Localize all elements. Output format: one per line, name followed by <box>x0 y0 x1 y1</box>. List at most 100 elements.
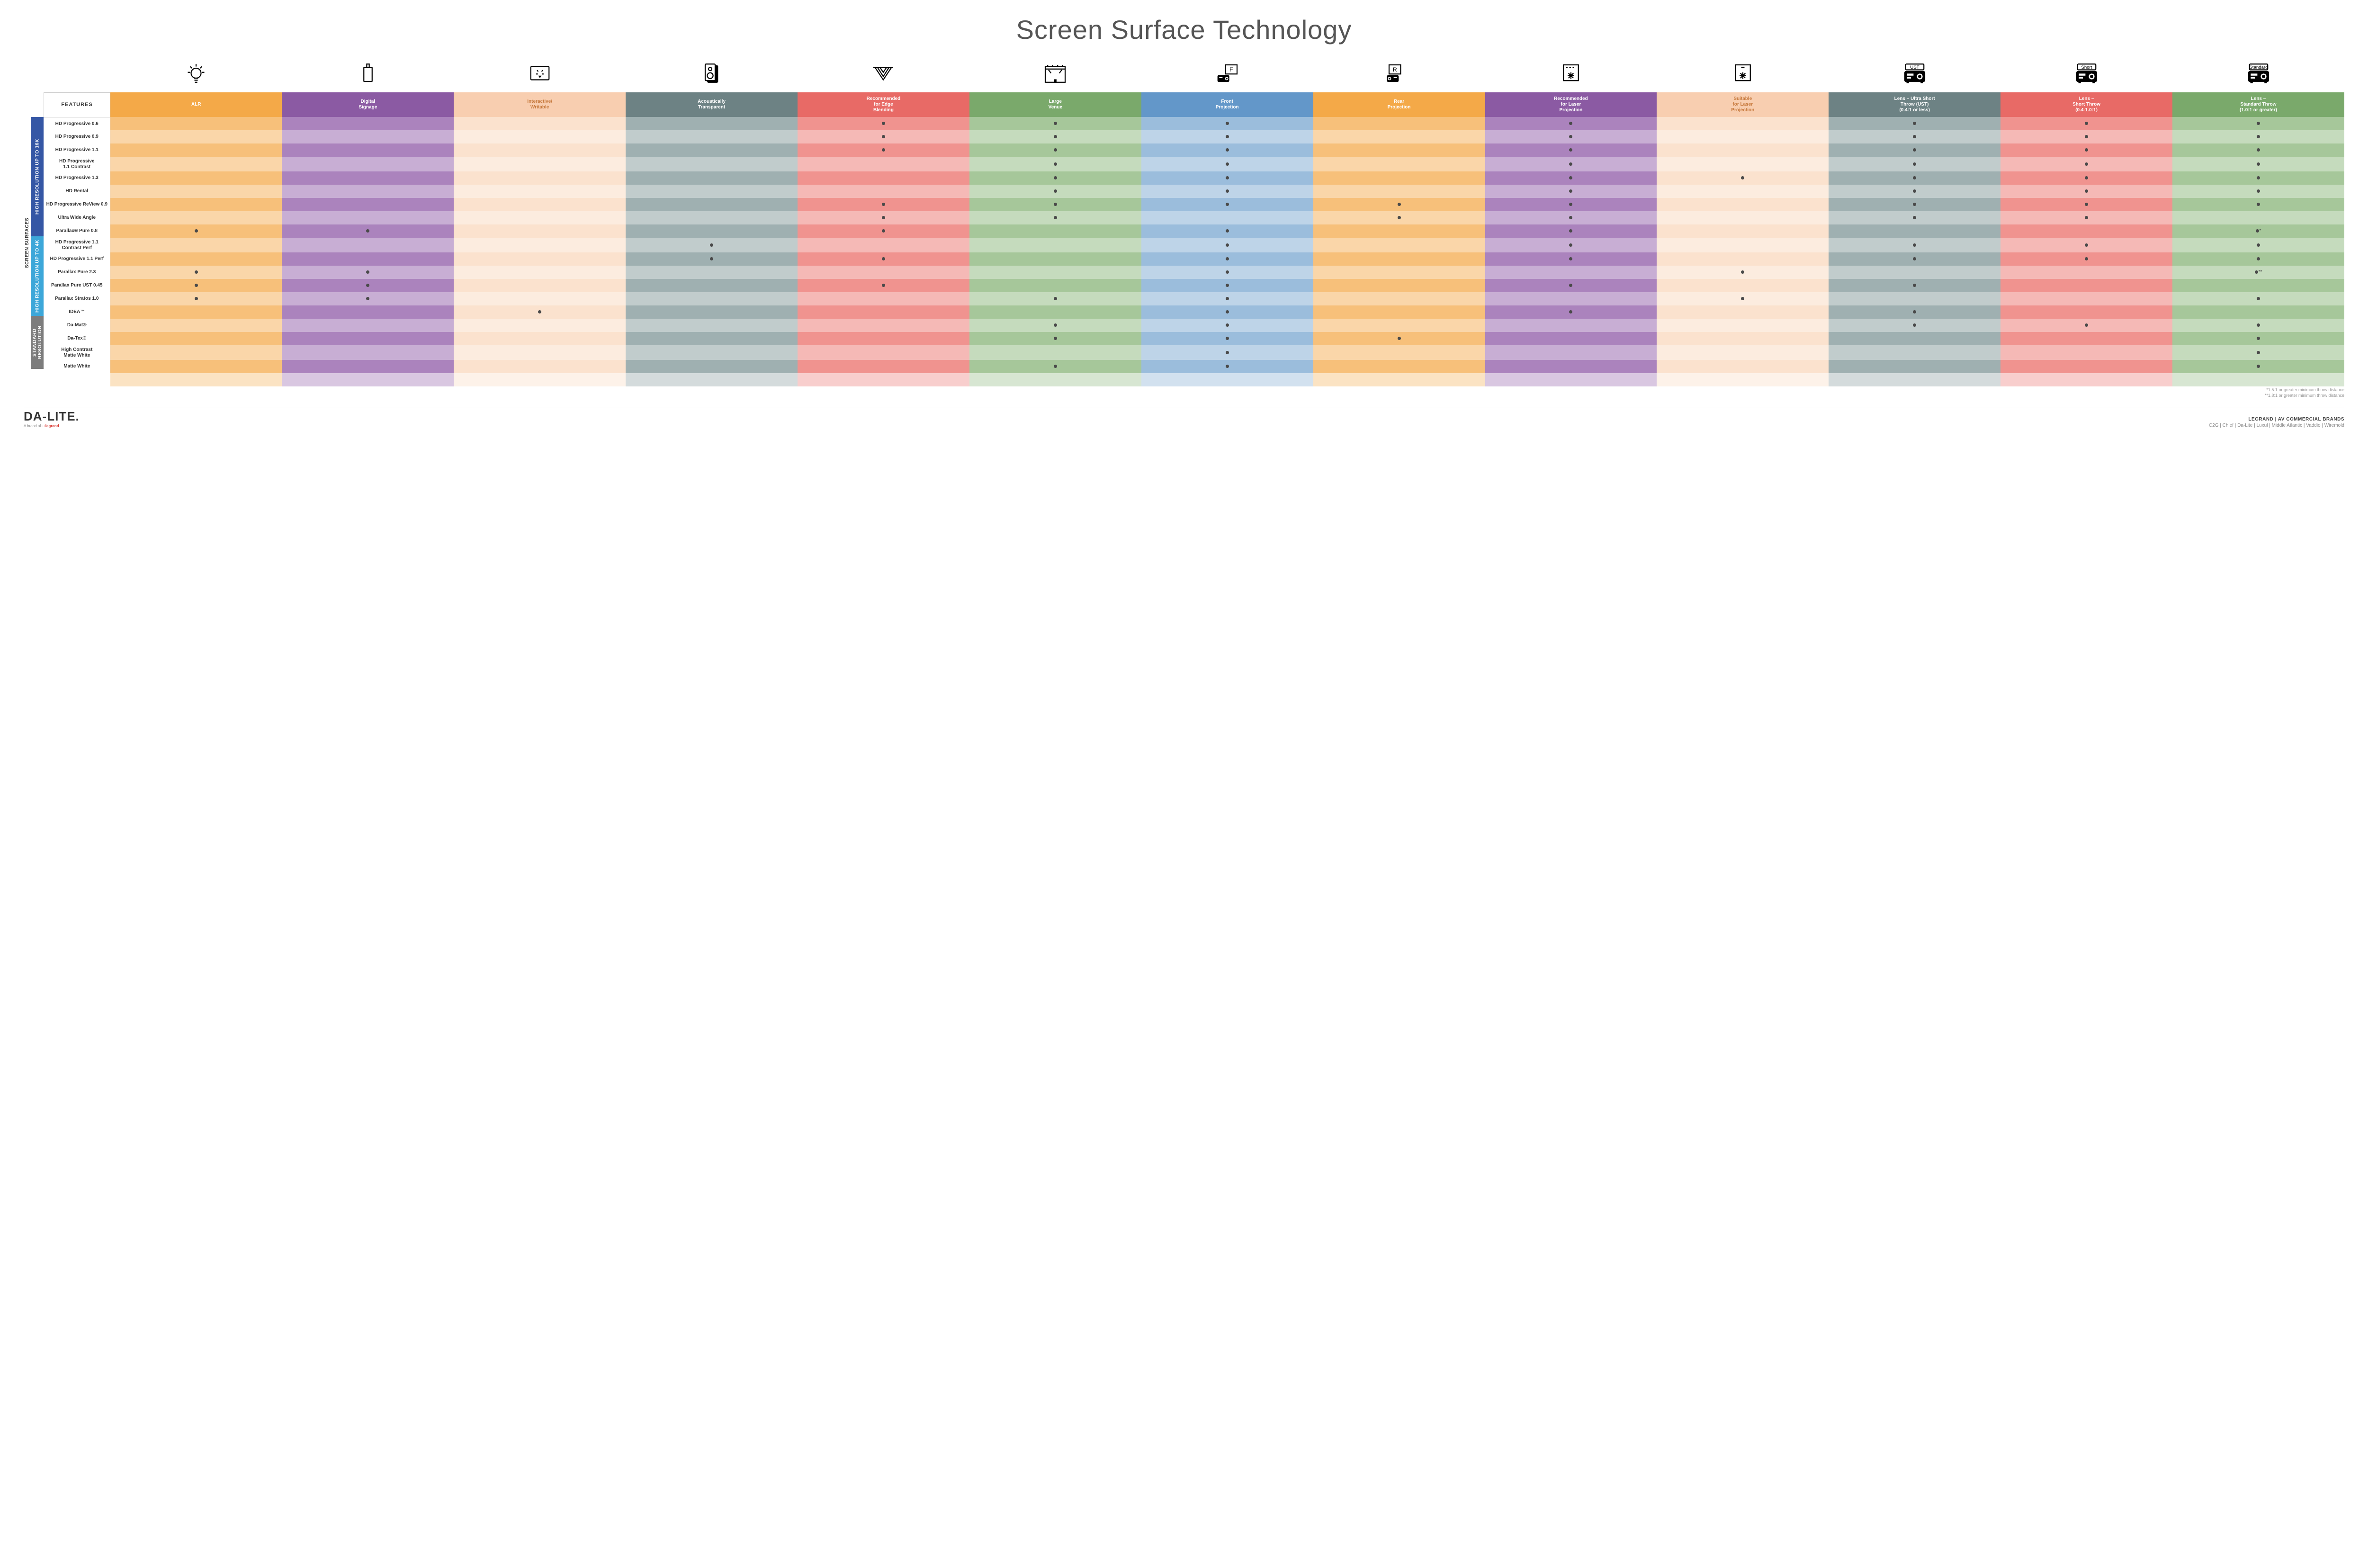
cell-rear <box>1313 198 1485 211</box>
cell-short <box>2000 266 2172 279</box>
cell-signage <box>282 345 454 360</box>
cell-acoustic <box>626 238 798 252</box>
cell-ust <box>1829 157 2000 171</box>
cell-edge <box>798 319 969 332</box>
cell-std <box>2172 171 2344 185</box>
cell-rear <box>1313 224 1485 238</box>
cell-edge <box>798 279 969 292</box>
side-label: SCREEN SURFACES <box>24 117 31 369</box>
cell-suit_laser <box>1657 143 1829 157</box>
cell-suit_laser <box>1657 252 1829 266</box>
cell-ust <box>1829 279 2000 292</box>
cell-suit_laser <box>1657 266 1829 279</box>
cell-edge <box>798 345 969 360</box>
cell-rec_laser <box>1485 211 1657 224</box>
cell-alr <box>110 130 282 143</box>
cell-signage <box>282 171 454 185</box>
cell-rear <box>1313 130 1485 143</box>
cell-alr <box>110 345 282 360</box>
cell-venue <box>969 198 1141 211</box>
cell-venue <box>969 332 1141 345</box>
cell-venue <box>969 266 1141 279</box>
cell-rec_laser <box>1485 252 1657 266</box>
brand-subtext: A brand of □ legrand <box>24 424 80 428</box>
cell-front <box>1141 143 1313 157</box>
venue-icon <box>969 59 1141 92</box>
cell-signage <box>282 360 454 373</box>
cell-rec_laser <box>1485 198 1657 211</box>
cell-short <box>2000 157 2172 171</box>
cell-venue <box>969 130 1141 143</box>
cell-rec_laser <box>1485 266 1657 279</box>
cell-signage <box>282 130 454 143</box>
row-label: HD Rental <box>44 185 110 198</box>
cell-std: * <box>2172 224 2344 238</box>
cell-ust <box>1829 198 2000 211</box>
cell-short <box>2000 211 2172 224</box>
cell-interactive <box>454 279 626 292</box>
col-header-alr: ALR <box>110 92 282 117</box>
interactive-icon <box>454 59 626 92</box>
cell-alr <box>110 319 282 332</box>
cell-suit_laser <box>1657 360 1829 373</box>
cell-signage <box>282 292 454 305</box>
cell-short <box>2000 332 2172 345</box>
cell-rear <box>1313 238 1485 252</box>
cell-acoustic <box>626 345 798 360</box>
cell-acoustic <box>626 117 798 130</box>
cell-suit_laser <box>1657 198 1829 211</box>
cell-std <box>2172 319 2344 332</box>
cell-acoustic <box>626 171 798 185</box>
cell-ust <box>1829 292 2000 305</box>
cell-short <box>2000 319 2172 332</box>
cell-rec_laser <box>1485 319 1657 332</box>
row-label: HD Progressive 1.1Contrast Perf <box>44 238 110 252</box>
cell-acoustic <box>626 211 798 224</box>
cell-ust <box>1829 319 2000 332</box>
cell-interactive <box>454 171 626 185</box>
cell-edge <box>798 157 969 171</box>
footnotes: *1.5:1 or greater minimum throw distance… <box>44 387 2344 398</box>
cell-rear <box>1313 211 1485 224</box>
cell-std <box>2172 345 2344 360</box>
cell-signage <box>282 185 454 198</box>
chart: SCREEN SURFACES HIGH RESOLUTION UP TO 16… <box>24 59 2344 398</box>
cell-short <box>2000 292 2172 305</box>
cell-ust <box>1829 185 2000 198</box>
cell-venue <box>969 157 1141 171</box>
cell-acoustic <box>626 305 798 319</box>
cell-front <box>1141 185 1313 198</box>
footer-brands-title: LEGRAND | AV COMMERCIAL BRANDS <box>2209 417 2344 422</box>
cell-short <box>2000 345 2172 360</box>
front-icon: F <box>1141 59 1313 92</box>
cell-venue <box>969 252 1141 266</box>
cell-front <box>1141 157 1313 171</box>
cell-alr <box>110 117 282 130</box>
short-icon: Short <box>2000 59 2172 92</box>
cell-edge <box>798 292 969 305</box>
cell-short <box>2000 130 2172 143</box>
svg-text:R: R <box>1393 66 1397 73</box>
cell-signage <box>282 117 454 130</box>
cell-signage <box>282 279 454 292</box>
cell-venue <box>969 305 1141 319</box>
cell-short <box>2000 117 2172 130</box>
cell-acoustic <box>626 266 798 279</box>
cell-signage <box>282 238 454 252</box>
col-header-suit_laser: Suitablefor LaserProjection <box>1657 92 1829 117</box>
cell-rear <box>1313 171 1485 185</box>
cell-ust <box>1829 143 2000 157</box>
cell-signage <box>282 305 454 319</box>
cell-signage <box>282 157 454 171</box>
cell-venue <box>969 211 1141 224</box>
cell-ust <box>1829 252 2000 266</box>
cell-interactive <box>454 305 626 319</box>
cell-alr <box>110 292 282 305</box>
cell-interactive <box>454 143 626 157</box>
cell-front <box>1141 117 1313 130</box>
row-label: HD Progressive ReView 0.9 <box>44 198 110 211</box>
col-header-ust: Lens – Ultra ShortThrow (UST)(0.4:1 or l… <box>1829 92 2000 117</box>
cell-edge <box>798 224 969 238</box>
cell-ust <box>1829 238 2000 252</box>
cell-std <box>2172 185 2344 198</box>
